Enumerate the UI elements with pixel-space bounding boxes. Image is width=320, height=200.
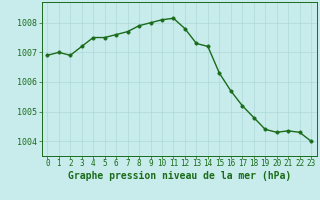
X-axis label: Graphe pression niveau de la mer (hPa): Graphe pression niveau de la mer (hPa) — [68, 171, 291, 181]
